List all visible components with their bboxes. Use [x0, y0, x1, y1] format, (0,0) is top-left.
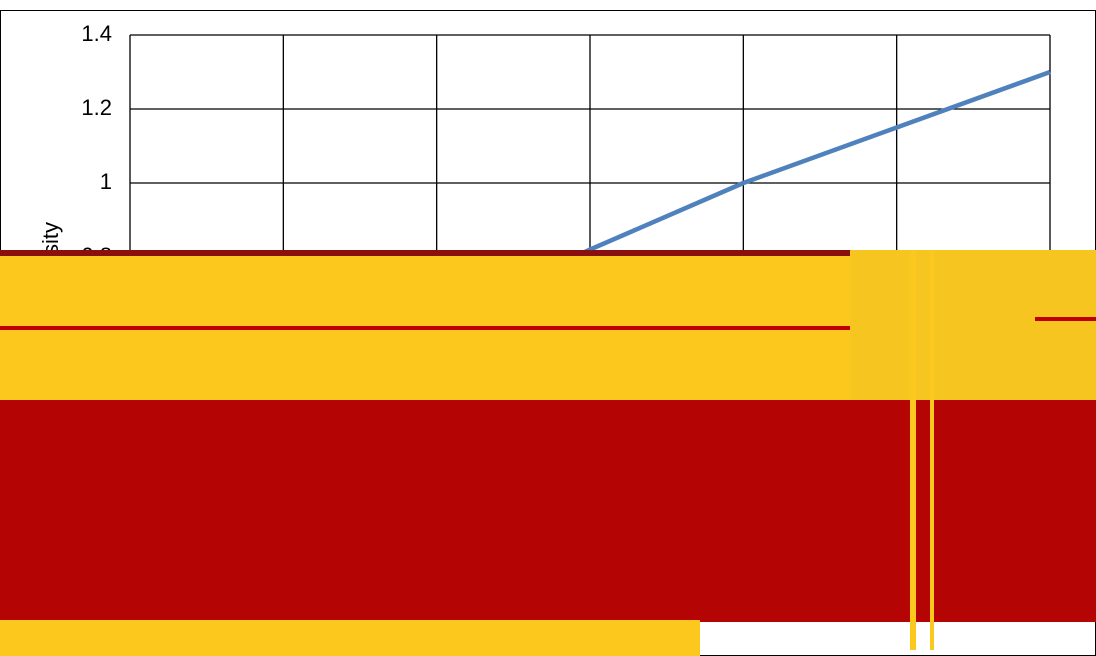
y-axis-label: sity: [38, 222, 63, 255]
glitch-stripe: [1035, 317, 1096, 321]
glitch-block: [850, 250, 1096, 402]
glitch-block: [0, 620, 700, 656]
y-tick-label: 1.2: [81, 95, 112, 120]
y-tick-label: 1.4: [81, 21, 112, 46]
corruption-overlay: [0, 250, 1096, 656]
y-tick-label: 1: [100, 169, 112, 194]
glitch-stripe: [910, 250, 916, 650]
glitch-stripe: [0, 250, 850, 256]
glitch-stripe: [930, 250, 934, 650]
glitch-stripe: [0, 326, 850, 330]
